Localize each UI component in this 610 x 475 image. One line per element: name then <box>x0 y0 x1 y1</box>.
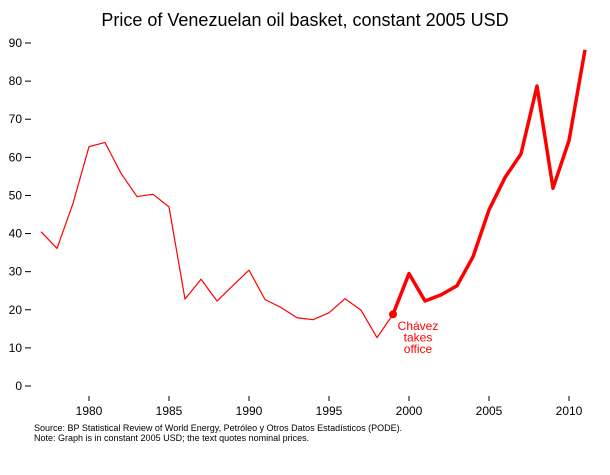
y-tick-label: 80 <box>9 74 23 88</box>
series-line-pre-chavez <box>40 141 394 339</box>
chavez-marker <box>389 310 397 319</box>
y-tick-label: 60 <box>9 150 23 164</box>
x-tick-label: 1985 <box>156 404 183 418</box>
y-tick-label: 0 <box>15 379 22 393</box>
chart-title: Price of Venezuelan oil basket, constant… <box>101 10 508 30</box>
y-tick-label: 40 <box>9 227 23 241</box>
annotation-text: takes <box>404 331 433 345</box>
x-tick-label: 2000 <box>396 404 423 418</box>
y-tick-label: 50 <box>9 188 23 202</box>
x-axis: 1980 1985 1990 1995 2000 2005 2010 <box>76 396 583 418</box>
x-tick-label: 1995 <box>316 404 343 418</box>
x-tick-label: 1980 <box>76 404 103 418</box>
series <box>40 49 587 339</box>
y-axis: 0 10 20 30 40 50 60 70 80 90 <box>9 36 31 393</box>
x-tick-label: 2005 <box>476 404 503 418</box>
graph-note: Note: Graph is in constant 2005 USD; the… <box>34 433 309 443</box>
annotation-text: Chávez <box>398 319 439 333</box>
x-tick-label: 2010 <box>556 404 583 418</box>
y-tick-label: 10 <box>9 341 23 355</box>
series-line-chavez <box>391 49 587 315</box>
y-tick-label: 90 <box>9 36 23 50</box>
y-tick-label: 20 <box>9 303 23 317</box>
annotation-text: office <box>404 342 433 356</box>
x-tick-label: 1990 <box>236 404 263 418</box>
y-tick-label: 30 <box>9 265 23 279</box>
source-note: Source: BP Statistical Review of World E… <box>34 423 402 433</box>
y-tick-label: 70 <box>9 112 23 126</box>
